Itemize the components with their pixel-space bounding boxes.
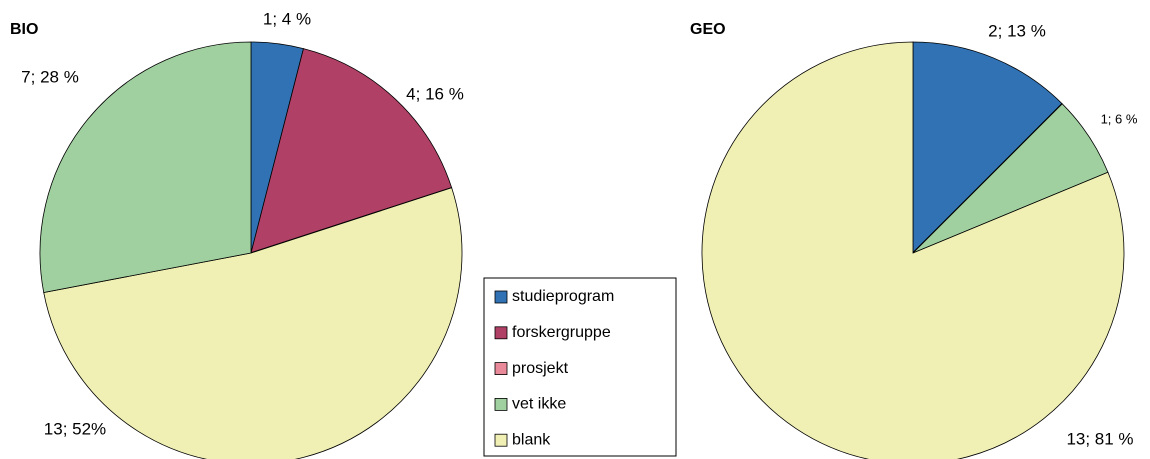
- pie-slice: [39, 41, 252, 294]
- data-label: 1; 6 %: [1101, 111, 1138, 126]
- legend-label: blank: [512, 431, 551, 448]
- data-label: 7; 28 %: [21, 67, 79, 86]
- pie-slice: [912, 41, 1063, 254]
- chart-title: GEO: [690, 21, 726, 38]
- legend-label: studieprogram: [512, 288, 614, 305]
- legend-swatch: [494, 397, 508, 411]
- pie-slice: [43, 187, 463, 459]
- chart-title: BIO: [10, 21, 38, 38]
- data-label: 1; 4 %: [263, 9, 311, 28]
- legend-label: prosjekt: [512, 360, 569, 377]
- data-label: 13; 52%: [44, 419, 106, 438]
- pie-slice: [701, 41, 1125, 459]
- legend-swatch: [494, 290, 508, 304]
- pie-slice: [250, 48, 453, 254]
- legend-label: vet ikke: [512, 396, 566, 413]
- legend-label: forskergruppe: [512, 324, 611, 341]
- legend-swatch: [494, 362, 508, 376]
- data-label: 4; 16 %: [406, 84, 464, 103]
- data-label: 2; 13 %: [988, 21, 1046, 40]
- legend-box: [483, 277, 677, 457]
- legend-swatch: [494, 433, 508, 447]
- legend-swatch: [494, 326, 508, 340]
- data-label: 13; 81 %: [1066, 429, 1133, 448]
